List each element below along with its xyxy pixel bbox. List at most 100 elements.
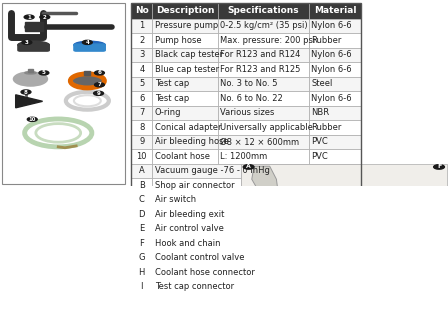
Bar — [131, 221, 152, 236]
Bar — [131, 236, 152, 250]
Bar — [218, 3, 309, 19]
Bar — [309, 48, 361, 62]
Bar — [131, 62, 152, 77]
Bar — [152, 48, 218, 62]
Text: Coolant hose connector: Coolant hose connector — [155, 268, 254, 277]
Bar — [309, 91, 361, 106]
FancyBboxPatch shape — [18, 44, 49, 51]
Text: Universally applicable: Universally applicable — [220, 123, 313, 132]
Text: Description: Description — [156, 6, 215, 15]
Bar — [152, 106, 218, 120]
Text: C: C — [139, 195, 145, 204]
Text: F: F — [139, 239, 144, 248]
Text: Test cap connector: Test cap connector — [155, 282, 234, 291]
Text: Rubber: Rubber — [311, 36, 342, 45]
Circle shape — [95, 71, 104, 75]
Text: Material: Material — [314, 6, 356, 15]
Bar — [152, 164, 241, 178]
Bar — [218, 135, 309, 149]
Bar — [218, 48, 309, 62]
Bar — [309, 135, 361, 149]
Text: 7: 7 — [139, 108, 144, 117]
Text: 2: 2 — [139, 36, 144, 45]
Circle shape — [22, 40, 32, 44]
Bar — [152, 149, 218, 164]
Circle shape — [72, 73, 103, 86]
Circle shape — [236, 229, 246, 234]
Bar — [309, 19, 361, 33]
Circle shape — [40, 15, 50, 19]
Bar — [84, 71, 90, 75]
Bar — [247, 222, 267, 241]
Text: 4: 4 — [139, 65, 144, 74]
Text: E: E — [244, 287, 248, 292]
Bar — [218, 62, 309, 77]
Bar — [131, 265, 152, 280]
Bar — [309, 3, 361, 19]
Text: Coolant hose: Coolant hose — [155, 152, 210, 161]
Circle shape — [21, 90, 31, 94]
Text: 10: 10 — [137, 152, 147, 161]
Text: No. 6 to No. 22: No. 6 to No. 22 — [220, 94, 283, 103]
Circle shape — [433, 288, 444, 293]
Text: H: H — [439, 234, 444, 239]
Text: Ø8 × 12 × 600mm: Ø8 × 12 × 600mm — [220, 137, 300, 146]
Text: I: I — [437, 288, 439, 293]
Circle shape — [241, 230, 247, 233]
Text: H: H — [138, 268, 145, 277]
Text: Vacuum gauge -76 - 0 inHg: Vacuum gauge -76 - 0 inHg — [155, 166, 269, 175]
Text: Pump hose: Pump hose — [155, 36, 201, 45]
Text: No. 3 to No. 5: No. 3 to No. 5 — [220, 79, 278, 88]
Circle shape — [236, 234, 246, 239]
Text: Nylon 6-6: Nylon 6-6 — [311, 50, 352, 59]
FancyBboxPatch shape — [74, 44, 105, 51]
Ellipse shape — [25, 72, 36, 74]
Bar — [131, 33, 152, 48]
Bar — [241, 164, 447, 294]
Bar — [152, 221, 241, 236]
Polygon shape — [252, 166, 279, 203]
Bar — [152, 280, 241, 294]
Text: 3: 3 — [139, 50, 144, 59]
Bar — [131, 178, 152, 192]
Circle shape — [243, 165, 254, 169]
Text: Air switch: Air switch — [155, 195, 196, 204]
Text: Specifications: Specifications — [228, 6, 299, 15]
Text: Nylon 6-6: Nylon 6-6 — [311, 94, 352, 103]
Text: Air bleeding exit: Air bleeding exit — [155, 210, 224, 219]
Text: A: A — [246, 165, 251, 169]
Text: Air bleeding hose: Air bleeding hose — [155, 137, 228, 146]
Circle shape — [241, 224, 247, 226]
Bar — [131, 250, 152, 265]
Bar — [152, 19, 218, 33]
Bar — [242, 230, 369, 233]
Text: 2: 2 — [43, 15, 47, 20]
Text: D: D — [138, 210, 145, 219]
Text: Various sizes: Various sizes — [220, 108, 275, 117]
Text: Max. pressure: 200 psi: Max. pressure: 200 psi — [220, 36, 316, 45]
Text: No: No — [135, 6, 149, 15]
Bar — [131, 3, 152, 19]
Circle shape — [24, 15, 34, 19]
Circle shape — [311, 226, 317, 229]
Text: 4: 4 — [86, 40, 89, 45]
Text: L: 1200mm: L: 1200mm — [220, 152, 267, 161]
Bar — [218, 149, 309, 164]
Bar — [131, 280, 152, 294]
Bar — [131, 164, 152, 178]
Bar — [131, 19, 152, 33]
Text: B: B — [139, 181, 145, 190]
Ellipse shape — [18, 41, 49, 49]
Text: Hook and chain: Hook and chain — [155, 239, 220, 248]
Bar — [131, 48, 152, 62]
Circle shape — [13, 72, 47, 86]
Circle shape — [95, 83, 104, 87]
Circle shape — [241, 288, 251, 292]
Bar — [309, 62, 361, 77]
Bar — [131, 77, 152, 91]
Text: Blue cap tester: Blue cap tester — [155, 65, 219, 74]
Text: PVC: PVC — [311, 152, 328, 161]
Text: Black cap tester: Black cap tester — [155, 50, 223, 59]
Text: O-ring: O-ring — [155, 108, 181, 117]
Text: 9: 9 — [139, 137, 144, 146]
